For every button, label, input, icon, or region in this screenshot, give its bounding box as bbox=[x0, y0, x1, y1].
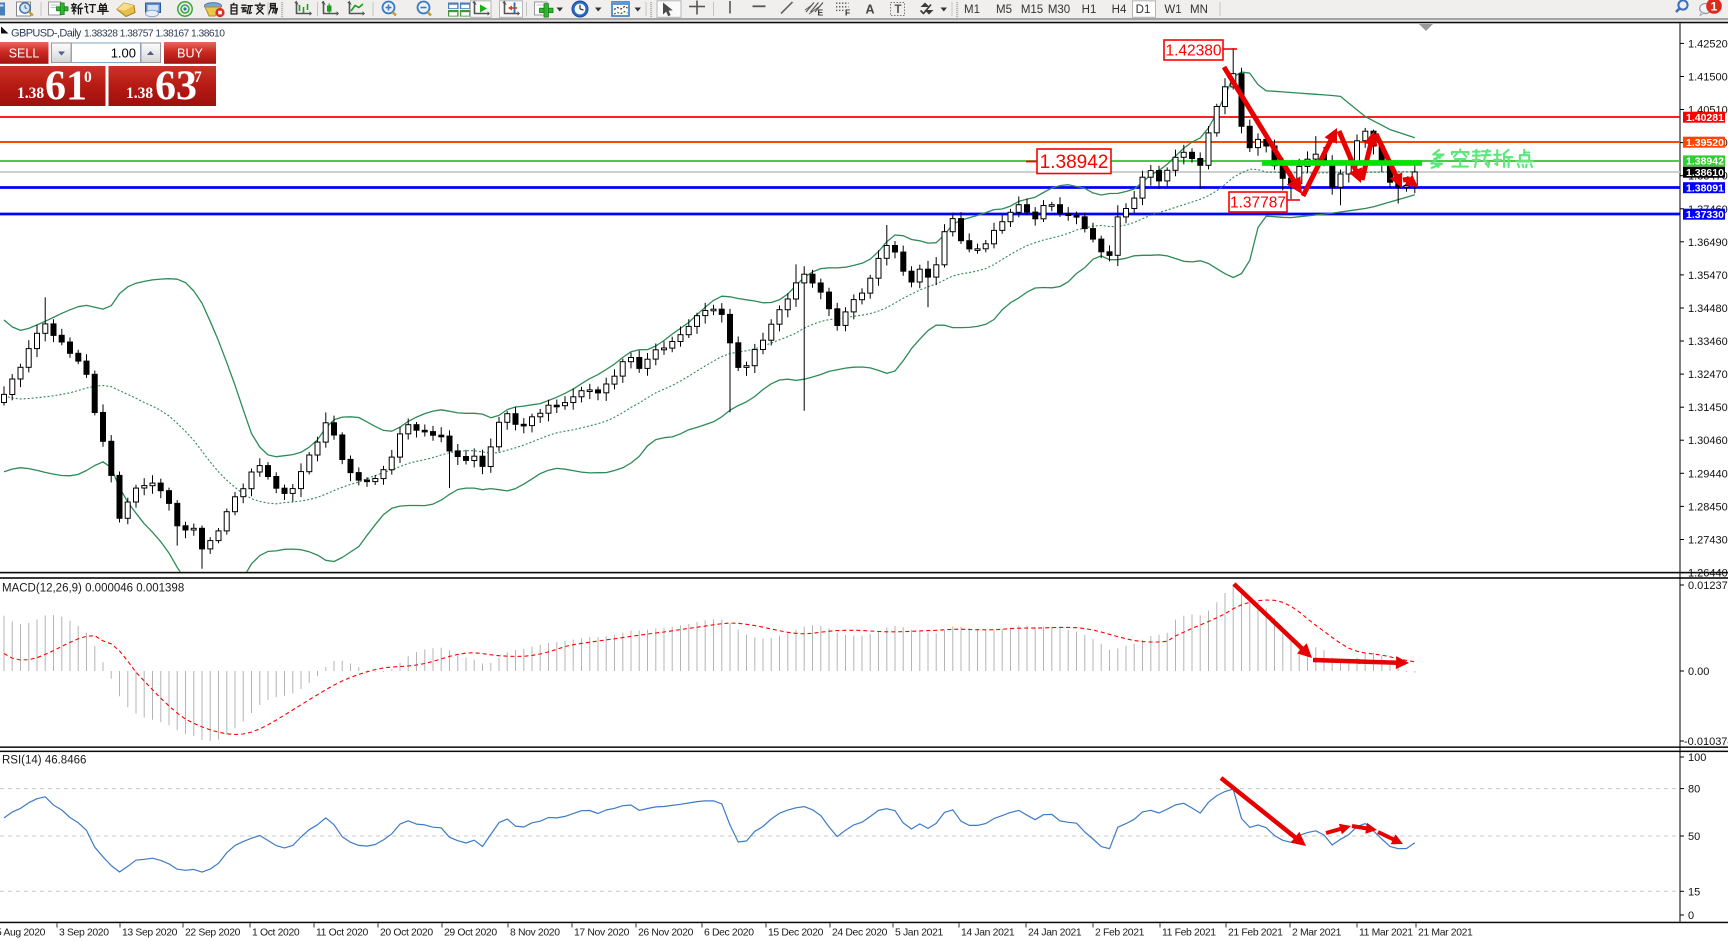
svg-text:1.38942: 1.38942 bbox=[1040, 152, 1109, 173]
svg-text:BUY: BUY bbox=[177, 47, 203, 61]
svg-text:H4: H4 bbox=[1112, 4, 1127, 16]
svg-text:21 Mar 2021: 21 Mar 2021 bbox=[1418, 928, 1473, 939]
svg-text:1.00: 1.00 bbox=[111, 46, 136, 61]
svg-text:21 Feb 2021: 21 Feb 2021 bbox=[1228, 928, 1283, 939]
svg-text:0.00: 0.00 bbox=[1688, 666, 1709, 678]
svg-text:SELL: SELL bbox=[9, 47, 40, 61]
svg-text:A: A bbox=[866, 3, 875, 17]
svg-text:E: E bbox=[818, 8, 824, 18]
svg-text:61: 61 bbox=[45, 64, 87, 110]
svg-text:6 Dec 2020: 6 Dec 2020 bbox=[704, 928, 754, 939]
svg-text:1.38328 1.38757 1.38167 1.3861: 1.38328 1.38757 1.38167 1.38610 bbox=[84, 29, 225, 40]
svg-text:100: 100 bbox=[1688, 752, 1706, 764]
svg-text:80: 80 bbox=[1688, 784, 1700, 796]
svg-text:T: T bbox=[895, 4, 902, 16]
svg-text:14 Jan 2021: 14 Jan 2021 bbox=[961, 928, 1015, 939]
svg-text:M15: M15 bbox=[1021, 4, 1043, 16]
svg-text:2 Mar 2021: 2 Mar 2021 bbox=[1292, 928, 1342, 939]
svg-text:11 Feb 2021: 11 Feb 2021 bbox=[1162, 928, 1216, 939]
svg-text:1: 1 bbox=[1711, 0, 1718, 14]
svg-text:1.38: 1.38 bbox=[126, 85, 153, 102]
svg-text:D1: D1 bbox=[1136, 4, 1151, 16]
svg-text:1.33460: 1.33460 bbox=[1688, 336, 1728, 348]
svg-text:15: 15 bbox=[1688, 886, 1700, 898]
svg-text:1.26440: 1.26440 bbox=[1688, 568, 1728, 580]
svg-text:0: 0 bbox=[1688, 910, 1694, 922]
svg-text:8 Nov 2020: 8 Nov 2020 bbox=[510, 928, 560, 939]
svg-text:11 Mar 2021: 11 Mar 2021 bbox=[1359, 928, 1413, 939]
svg-text:1.38610: 1.38610 bbox=[1686, 167, 1724, 179]
svg-text:5 Aug 2020: 5 Aug 2020 bbox=[0, 928, 46, 939]
svg-text:W1: W1 bbox=[1164, 4, 1181, 16]
svg-text:2 Feb 2021: 2 Feb 2021 bbox=[1095, 928, 1145, 939]
svg-text:5 Jan 2021: 5 Jan 2021 bbox=[895, 928, 943, 939]
svg-text:24 Jan 2021: 24 Jan 2021 bbox=[1028, 928, 1082, 939]
svg-text:1.28450: 1.28450 bbox=[1688, 501, 1728, 513]
svg-text:GBPUSD-,Daily: GBPUSD-,Daily bbox=[11, 28, 82, 40]
svg-text:RSI(14) 46.8466: RSI(14) 46.8466 bbox=[2, 755, 86, 767]
svg-text:1.42380: 1.42380 bbox=[1165, 43, 1221, 60]
svg-text:22 Sep 2020: 22 Sep 2020 bbox=[185, 928, 241, 939]
svg-text:29 Oct 2020: 29 Oct 2020 bbox=[444, 928, 497, 939]
svg-text:1.38: 1.38 bbox=[17, 85, 44, 102]
svg-text:1.42520: 1.42520 bbox=[1688, 38, 1728, 50]
svg-text:0.012372: 0.012372 bbox=[1688, 580, 1728, 592]
svg-text:1.34480: 1.34480 bbox=[1688, 303, 1728, 315]
svg-text:M30: M30 bbox=[1048, 4, 1070, 16]
svg-text:1.38091: 1.38091 bbox=[1686, 183, 1724, 195]
svg-text:63: 63 bbox=[155, 64, 197, 110]
svg-text:1.31450: 1.31450 bbox=[1688, 402, 1728, 414]
svg-text:15 Dec 2020: 15 Dec 2020 bbox=[768, 928, 824, 939]
svg-text:1.38942: 1.38942 bbox=[1686, 156, 1724, 168]
svg-text:50: 50 bbox=[1688, 831, 1700, 843]
svg-text:1.37787: 1.37787 bbox=[1230, 195, 1286, 212]
svg-text:M5: M5 bbox=[996, 4, 1012, 16]
svg-text:1 Oct 2020: 1 Oct 2020 bbox=[252, 928, 300, 939]
svg-text:MACD(12,26,9) 0.000046 0.00139: MACD(12,26,9) 0.000046 0.001398 bbox=[2, 583, 184, 595]
svg-text:H1: H1 bbox=[1082, 4, 1097, 16]
svg-text:1.30460: 1.30460 bbox=[1688, 435, 1728, 447]
svg-text:17 Nov 2020: 17 Nov 2020 bbox=[574, 928, 630, 939]
svg-text:-0.010374: -0.010374 bbox=[1684, 736, 1728, 748]
svg-text:1.35470: 1.35470 bbox=[1688, 270, 1728, 282]
svg-text:3 Sep 2020: 3 Sep 2020 bbox=[59, 928, 109, 939]
svg-text:26 Nov 2020: 26 Nov 2020 bbox=[638, 928, 694, 939]
svg-text:1.39520: 1.39520 bbox=[1686, 137, 1724, 149]
svg-text:1.41500: 1.41500 bbox=[1688, 72, 1728, 84]
svg-text:1.37330: 1.37330 bbox=[1686, 209, 1724, 221]
svg-text:20 Oct 2020: 20 Oct 2020 bbox=[380, 928, 433, 939]
svg-text:1.36490: 1.36490 bbox=[1688, 237, 1728, 249]
svg-text:7: 7 bbox=[194, 69, 202, 86]
svg-text:11 Oct 2020: 11 Oct 2020 bbox=[316, 928, 369, 939]
svg-text:F: F bbox=[845, 8, 850, 18]
svg-text:13 Sep 2020: 13 Sep 2020 bbox=[122, 928, 178, 939]
svg-text:1.27430: 1.27430 bbox=[1688, 535, 1728, 547]
svg-text:1.40281: 1.40281 bbox=[1686, 112, 1724, 124]
svg-text:MN: MN bbox=[1190, 4, 1208, 16]
svg-text:24 Dec 2020: 24 Dec 2020 bbox=[832, 928, 888, 939]
svg-text:1.29440: 1.29440 bbox=[1688, 468, 1728, 480]
svg-text:1.32470: 1.32470 bbox=[1688, 369, 1728, 381]
svg-text:0: 0 bbox=[84, 69, 92, 86]
svg-text:M1: M1 bbox=[964, 4, 980, 16]
